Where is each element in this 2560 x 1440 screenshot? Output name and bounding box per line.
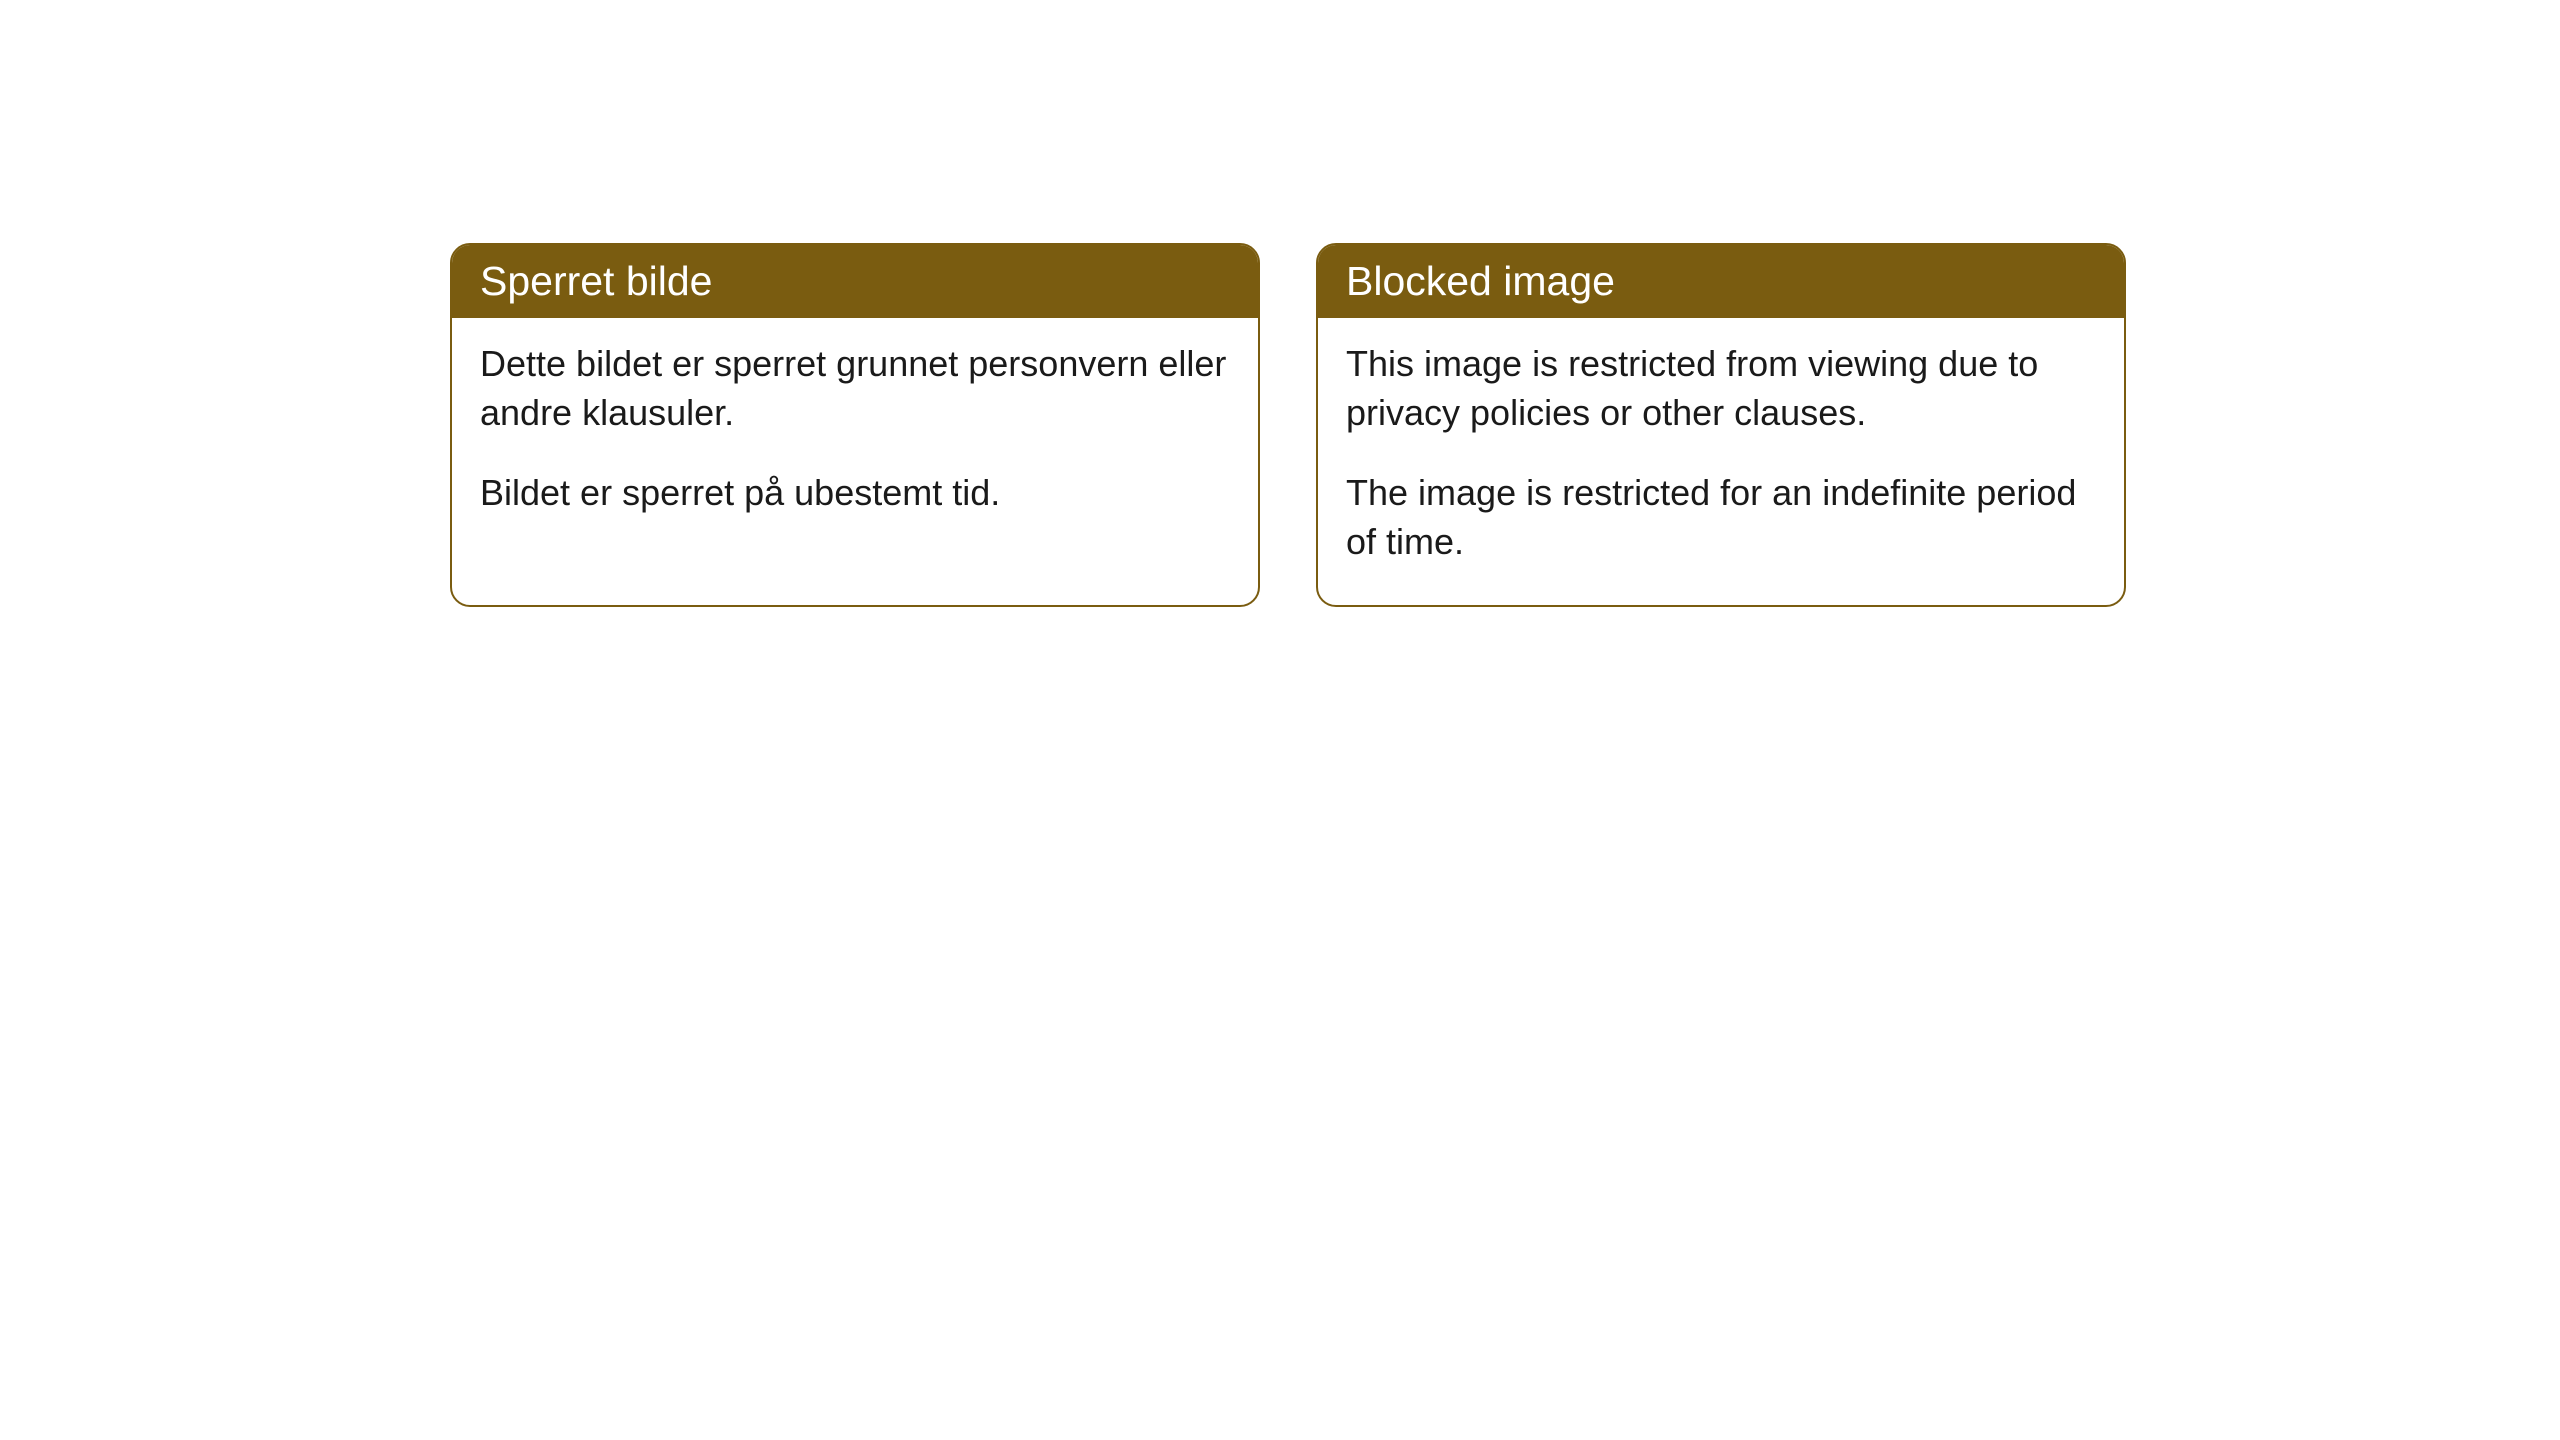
card-title: Sperret bilde <box>480 258 712 304</box>
card-paragraph: The image is restricted for an indefinit… <box>1346 469 2096 566</box>
cards-container: Sperret bilde Dette bildet er sperret gr… <box>0 0 2560 607</box>
notice-card-norwegian: Sperret bilde Dette bildet er sperret gr… <box>450 243 1260 607</box>
card-paragraph: Bildet er sperret på ubestemt tid. <box>480 469 1230 518</box>
card-header: Blocked image <box>1318 245 2124 318</box>
card-body: Dette bildet er sperret grunnet personve… <box>452 318 1258 556</box>
card-title: Blocked image <box>1346 258 1615 304</box>
card-paragraph: This image is restricted from viewing du… <box>1346 340 2096 437</box>
card-body: This image is restricted from viewing du… <box>1318 318 2124 604</box>
card-paragraph: Dette bildet er sperret grunnet personve… <box>480 340 1230 437</box>
notice-card-english: Blocked image This image is restricted f… <box>1316 243 2126 607</box>
card-header: Sperret bilde <box>452 245 1258 318</box>
